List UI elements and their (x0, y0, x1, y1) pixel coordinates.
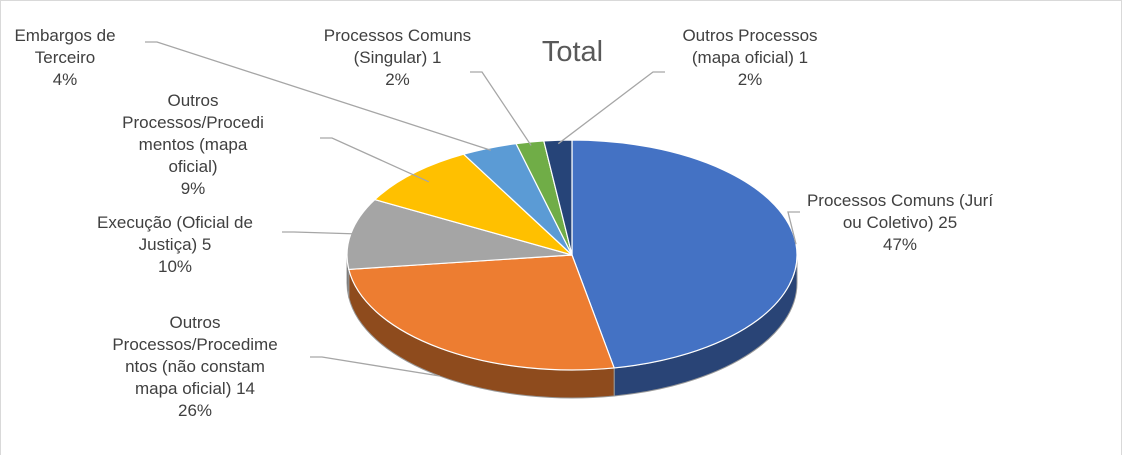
category-label: Outros Processos/Procedimentos (mapa ofi… (122, 91, 264, 176)
value-label: 4% (52, 70, 78, 89)
data-label: Outros Processos/Procedimentos (mapa ofi… (118, 90, 268, 200)
leader-line (282, 231, 356, 235)
data-label: Outros Processos/Procedimentos (não cons… (110, 312, 280, 422)
leader-line (470, 71, 532, 146)
data-label: Processos Comuns (Jurí ou Coletivo) 25 47… (800, 190, 1000, 256)
category-label: Outros Processos (mapa oficial) 1 (682, 26, 818, 67)
slice (543, 139, 573, 256)
slice (348, 254, 615, 371)
category-label: Processos Comuns (Jurí ou Coletivo) 25 (806, 191, 994, 232)
value-label: 47% (882, 235, 918, 254)
data-label: Embargos de Terceiro 4% (0, 25, 130, 91)
category-label: Execução (Oficial de Justiça) 5 (97, 213, 253, 254)
leader-line (320, 137, 430, 183)
chart-title: Total (541, 36, 604, 68)
value-label: 2% (385, 70, 410, 89)
leader-line (310, 356, 440, 377)
leader-line (145, 41, 492, 151)
leader-line (557, 71, 665, 145)
value-label: 9% (180, 179, 206, 198)
category-label: Outros Processos/Procedimentos (não cons… (112, 313, 278, 398)
leader-line (787, 211, 800, 245)
data-label: Execução (Oficial de Justiça) 5 10% (70, 212, 280, 278)
data-label: Outros Processos (mapa oficial) 1 2% (660, 25, 840, 91)
category-label: Embargos de Terceiro (14, 26, 116, 67)
data-label: Processos Comuns (Singular) 1 2% (310, 25, 485, 91)
category-label: Processos Comuns (Singular) 1 (323, 26, 472, 67)
value-label: 26% (177, 401, 213, 420)
value-label: 10% (157, 257, 193, 276)
value-label: 2% (737, 70, 763, 89)
